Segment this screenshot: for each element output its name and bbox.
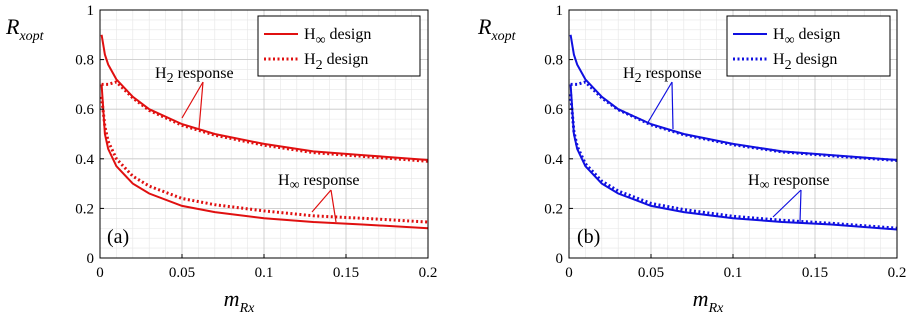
y-tick-label: 0.4: [544, 152, 563, 168]
annotation-leader-line: [671, 81, 674, 130]
annotation-leader-line: [646, 81, 673, 125]
series-line-2: [570, 80, 898, 162]
annotation-h2-response: H2 response: [155, 65, 234, 86]
y-tick-label: 0.6: [544, 102, 563, 118]
annotation-h2-response-suffix: response: [174, 65, 234, 82]
x-tick-label: 0.15: [333, 265, 359, 281]
chart-panel-2: 0 0.05 0.1 0.15 0.2 0 0.2 0.4 0.6 0.8 1 Rxopt mRx (b)…: [477, 3, 906, 316]
y-axis-label-sub: xopt: [18, 29, 44, 44]
legend-entry-label-sub: 2: [316, 58, 323, 73]
legend-box: [726, 15, 891, 77]
y-tick-label: 0: [87, 251, 95, 267]
annotation-hinf-response: H∞ response: [278, 172, 360, 193]
x-axis-label: mRx: [224, 286, 255, 316]
legend-entry-label-main: H: [304, 26, 316, 43]
annotation-hinf-response-suffix: response: [300, 172, 360, 189]
legend-entry-label-sub: ∞: [316, 33, 326, 48]
y-axis-label-main: R: [477, 14, 492, 39]
legend-entry-label: H∞ design: [773, 26, 840, 48]
legend-entry-label-suffix: design: [792, 51, 838, 68]
series-line-3: [100, 84, 429, 230]
series-line-2: [101, 80, 429, 163]
annotation-leader-line: [772, 189, 802, 218]
legend-entry-label-suffix: design: [323, 51, 369, 68]
legend-box: [257, 15, 421, 77]
annotation-leader-line: [799, 189, 802, 223]
x-axis-label-sub: Rx: [239, 301, 256, 316]
y-axis-label: Rxopt: [477, 14, 517, 44]
x-tick-label: 0: [565, 265, 573, 281]
y-tick-label: 0.8: [544, 53, 563, 69]
x-axis-label-main: m: [693, 286, 709, 311]
series-line-1: [569, 34, 898, 161]
series-line-1: [100, 34, 429, 161]
annotation-hinf-response-sub: ∞: [760, 178, 770, 193]
series-line-3: [569, 84, 898, 231]
panel-label: (a): [107, 226, 129, 248]
x-tick-label: 0: [96, 265, 104, 281]
legend-entry-label-suffix: design: [326, 26, 372, 43]
annotation-h2-response: H2 response: [623, 65, 702, 86]
y-axis-label: Rxopt: [5, 14, 45, 44]
legend-entry-label: H2 design: [304, 51, 368, 73]
y-tick-label: 0.2: [544, 201, 563, 217]
legend-entry-label-main: H: [773, 26, 785, 43]
x-axis-label: mRx: [693, 286, 724, 316]
x-tick-label: 0.1: [724, 265, 743, 281]
annotation-leader-line: [311, 189, 332, 213]
y-axis-label-sub: xopt: [490, 29, 516, 44]
y-tick-label: 1: [556, 3, 564, 19]
annotation-h2-response-main: H: [623, 65, 635, 82]
legend-entry-label-sub: ∞: [785, 33, 795, 48]
annotation-hinf-response-main: H: [278, 172, 290, 189]
y-tick-label: 0.2: [75, 201, 94, 217]
y-axis-label-main: R: [5, 14, 20, 39]
x-tick-label: 0.2: [419, 265, 438, 281]
annotation-hinf-response-main: H: [748, 172, 760, 189]
annotation-leader-line: [181, 81, 204, 119]
x-tick-label: 0.1: [255, 265, 274, 281]
annotation-leader-line: [198, 81, 204, 130]
panel-label: (b): [577, 226, 600, 248]
x-axis-label-sub: Rx: [708, 301, 725, 316]
annotation-hinf-response-sub: ∞: [290, 178, 300, 193]
annotation-h2-response-main: H: [155, 65, 167, 82]
annotation-h2-response-suffix: response: [642, 65, 702, 82]
legend-entry-label-suffix: design: [795, 26, 841, 43]
chart-panel-1: 0 0.05 0.1 0.15 0.2 0 0.2 0.4 0.6 0.8 1 Rxopt mRx (a)…: [5, 3, 437, 316]
legend-entry-label-main: H: [304, 51, 316, 68]
series-line-4: [569, 94, 898, 230]
legend-entry-label: H2 design: [773, 51, 837, 73]
y-tick-label: 0: [556, 251, 564, 267]
legend-entry-label: H∞ design: [304, 26, 371, 48]
y-tick-label: 0.4: [75, 152, 94, 168]
annotation-hinf-response-suffix: response: [770, 172, 830, 189]
legend-entry-label-sub: 2: [785, 58, 792, 73]
annotation-hinf-response: H∞ response: [748, 172, 830, 193]
annotation-h2-response-sub: 2: [167, 71, 174, 86]
annotation-leader-line: [330, 189, 337, 223]
y-tick-label: 1: [87, 3, 95, 19]
x-tick-label: 0.05: [169, 265, 195, 281]
x-tick-label: 0.05: [638, 265, 664, 281]
x-axis-label-main: m: [224, 286, 240, 311]
y-tick-label: 0.8: [75, 53, 94, 69]
y-tick-label: 0.6: [75, 102, 94, 118]
x-tick-label: 0.15: [802, 265, 828, 281]
legend-entry-label-main: H: [773, 51, 785, 68]
x-tick-label: 0.2: [888, 265, 907, 281]
annotation-h2-response-sub: 2: [635, 71, 642, 86]
